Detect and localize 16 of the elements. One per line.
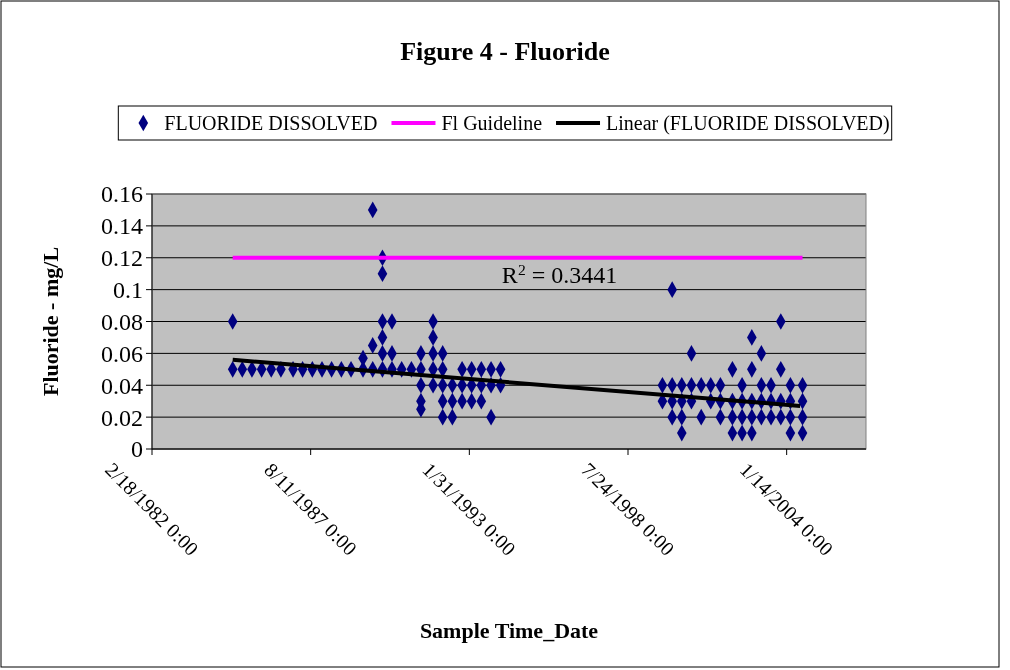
- y-tick-label: 0.02: [101, 404, 143, 431]
- y-tick-label: 0.04: [101, 372, 143, 399]
- y-tick-label: 0.08: [101, 308, 143, 335]
- legend-label: FLUORIDE DISSOLVED: [164, 112, 378, 134]
- x-axis-title: Sample Time_Date: [419, 618, 599, 643]
- legend-label: Linear (FLUORIDE DISSOLVED): [606, 112, 890, 135]
- y-tick-label: 0: [131, 436, 143, 463]
- y-tick-label: 0.06: [101, 340, 143, 367]
- y-tick-label: 0.1: [113, 277, 143, 304]
- y-tick-label: 0.12: [101, 245, 143, 272]
- chart-title: Figure 4 - Fluoride: [400, 37, 610, 66]
- y-tick-label: 0.16: [101, 181, 143, 208]
- annotation: R$^{2}$ = 0.3441: [501, 260, 618, 289]
- y-axis-title: Fluoride - mg/L: [38, 246, 63, 397]
- y-tick-label: 0.14: [101, 213, 143, 240]
- legend-label: Fl Guideline: [441, 112, 543, 134]
